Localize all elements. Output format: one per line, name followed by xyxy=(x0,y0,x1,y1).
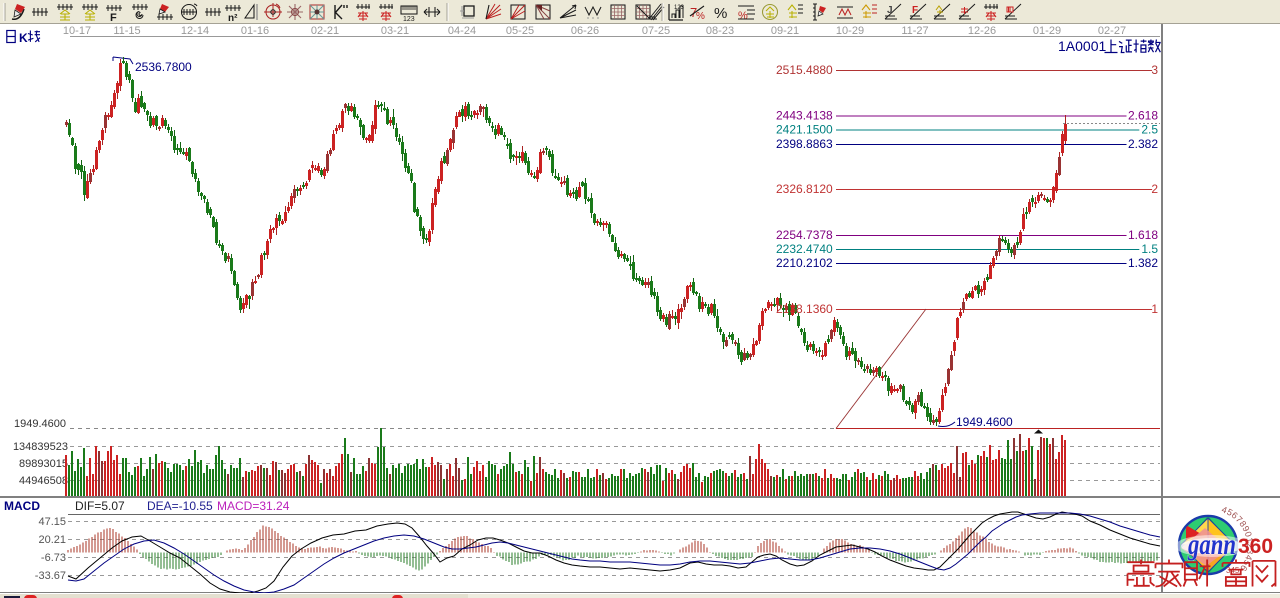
svg-text:2515.4880: 2515.4880 xyxy=(776,63,833,77)
svg-text:1949.4600: 1949.4600 xyxy=(14,418,66,430)
svg-text:2.618: 2.618 xyxy=(1128,109,1158,123)
svg-text:n²: n² xyxy=(228,13,238,24)
svg-text:2443.4138: 2443.4138 xyxy=(776,109,833,123)
svg-text:2138.1360: 2138.1360 xyxy=(776,302,833,316)
svg-text:%: % xyxy=(738,10,748,22)
svg-text:2536.7800: 2536.7800 xyxy=(135,60,192,74)
svg-text:2.5: 2.5 xyxy=(1141,123,1158,137)
svg-text:7: 7 xyxy=(690,5,697,20)
svg-text:1A0001: 1A0001 xyxy=(1058,38,1106,54)
svg-text:2232.4740: 2232.4740 xyxy=(776,242,833,256)
svg-text:1949.4600: 1949.4600 xyxy=(956,415,1013,429)
svg-text:2398.8863: 2398.8863 xyxy=(776,137,833,151)
svg-text:123: 123 xyxy=(403,16,415,23)
svg-text:2326.8120: 2326.8120 xyxy=(776,182,833,196)
svg-text:05-25: 05-25 xyxy=(506,25,534,37)
svg-text:2254.7378: 2254.7378 xyxy=(776,228,833,242)
svg-text:1.5: 1.5 xyxy=(1141,242,1158,256)
svg-text:02-21: 02-21 xyxy=(311,25,339,37)
svg-text:134839523: 134839523 xyxy=(13,441,68,453)
svg-text:K: K xyxy=(19,31,28,45)
svg-text:47.15: 47.15 xyxy=(38,516,66,528)
svg-text:06-26: 06-26 xyxy=(571,25,599,37)
svg-text:1.618: 1.618 xyxy=(1128,228,1158,242)
svg-text:1.382: 1.382 xyxy=(1128,256,1158,270)
svg-text:44946508: 44946508 xyxy=(19,475,68,487)
svg-text:DEA=-10.55: DEA=-10.55 xyxy=(147,499,213,513)
svg-text:DIF=5.07: DIF=5.07 xyxy=(75,499,125,513)
svg-text:123: 123 xyxy=(674,5,685,11)
svg-text:10-29: 10-29 xyxy=(836,25,864,37)
svg-text:2: 2 xyxy=(1151,182,1158,196)
svg-text:2.382: 2.382 xyxy=(1128,137,1158,151)
svg-text:10-17: 10-17 xyxy=(63,25,91,37)
svg-text:gann: gann xyxy=(1187,528,1236,561)
svg-text:09-21: 09-21 xyxy=(771,25,799,37)
svg-text:J: J xyxy=(887,5,893,16)
svg-text:11-15: 11-15 xyxy=(113,25,140,37)
svg-text:%: % xyxy=(696,11,705,22)
svg-text:-33.67: -33.67 xyxy=(35,570,66,582)
svg-text:04-24: 04-24 xyxy=(448,25,476,37)
svg-text:1: 1 xyxy=(1151,302,1158,316)
svg-text:03-21: 03-21 xyxy=(381,25,409,37)
svg-text:360: 360 xyxy=(1238,535,1273,558)
svg-text:02-27: 02-27 xyxy=(1098,25,1126,37)
svg-text:F: F xyxy=(110,12,117,24)
svg-text:F: F xyxy=(912,5,918,16)
svg-text:20.21: 20.21 xyxy=(38,534,66,546)
svg-text:11-27: 11-27 xyxy=(901,25,928,37)
svg-text:12-14: 12-14 xyxy=(181,25,209,37)
svg-text:08-23: 08-23 xyxy=(706,25,734,37)
svg-text:3: 3 xyxy=(1151,63,1158,77)
svg-text:01-29: 01-29 xyxy=(1033,25,1061,37)
svg-text:01-16: 01-16 xyxy=(241,25,269,37)
svg-text:2210.2102: 2210.2102 xyxy=(776,256,833,270)
svg-text:07-25: 07-25 xyxy=(642,25,670,37)
svg-text:12-26: 12-26 xyxy=(968,25,996,37)
svg-text:-6.73: -6.73 xyxy=(41,552,66,564)
svg-text:89893015: 89893015 xyxy=(19,458,68,470)
svg-text:MACD=31.24: MACD=31.24 xyxy=(217,499,290,513)
svg-text:%: % xyxy=(714,5,727,22)
svg-text:2421.1500: 2421.1500 xyxy=(776,123,833,137)
svg-text:MACD: MACD xyxy=(4,499,40,513)
